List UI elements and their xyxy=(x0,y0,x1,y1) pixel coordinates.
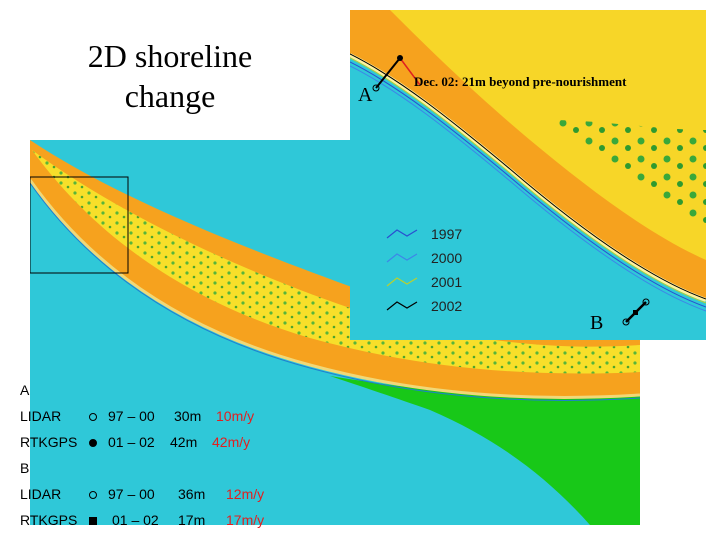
filled-square-icon xyxy=(89,517,97,525)
detail-map xyxy=(350,10,706,340)
open-circle-icon xyxy=(89,413,97,421)
shoreline-2002-detail xyxy=(350,53,706,300)
method: RTKGPS xyxy=(20,434,78,450)
detail-beach xyxy=(350,53,706,302)
open-circle-icon xyxy=(89,491,97,499)
rate: 17m/y xyxy=(226,512,265,528)
marker-b-lidar xyxy=(622,318,630,326)
profile-name: A xyxy=(20,382,30,398)
legend-line-icon xyxy=(386,301,418,311)
method: LIDAR xyxy=(20,486,62,502)
filled-circle-icon xyxy=(89,439,97,447)
transect-a xyxy=(375,57,401,89)
detail-dunes xyxy=(390,10,706,260)
profile-name: B xyxy=(20,460,30,476)
marker-a-rtk xyxy=(397,55,403,61)
distance: 30m xyxy=(174,408,202,424)
legend-line-icon xyxy=(386,277,418,287)
distance: 42m xyxy=(170,434,198,450)
legend-line-icon xyxy=(386,229,418,239)
legend-label: 2001 xyxy=(431,274,463,290)
marker-b-lidar2 xyxy=(642,298,650,306)
legend-label: 1997 xyxy=(431,226,463,242)
period: 97 – 00 xyxy=(108,408,155,424)
detail-vegetation xyxy=(550,120,706,225)
method: LIDAR xyxy=(20,408,62,424)
annotation-note: Dec. 02: 21m beyond pre-nourishment xyxy=(414,74,627,89)
distance: 17m xyxy=(178,512,206,528)
period: 01 – 02 xyxy=(108,434,155,450)
rate: 12m/y xyxy=(226,486,265,502)
distance: 36m xyxy=(178,486,206,502)
shoreline-2001 xyxy=(350,57,706,304)
legend-label: 2000 xyxy=(431,250,463,266)
legend-label: 2002 xyxy=(431,298,463,314)
inset-box xyxy=(30,176,129,274)
marker-b-rtk xyxy=(633,310,638,315)
label-a: A xyxy=(358,84,373,106)
legend-line-icon xyxy=(386,253,418,263)
label-b: B xyxy=(590,312,604,334)
vegetation-zone xyxy=(32,150,640,374)
shoreline-2002 xyxy=(30,182,640,401)
transect-a-red xyxy=(399,57,421,86)
shoreline-1997 xyxy=(350,61,706,308)
rate: 42m/y xyxy=(212,434,251,450)
shoreline-beach xyxy=(30,179,640,399)
page-title: 2D shoreline change xyxy=(87,38,253,114)
method: RTKGPS xyxy=(20,512,78,528)
rate: 10m/y xyxy=(216,408,255,424)
period: 97 – 00 xyxy=(108,486,155,502)
marker-a-lidar xyxy=(372,84,380,92)
green-band xyxy=(330,376,640,525)
shoreline-2000 xyxy=(350,65,706,312)
period: 01 – 02 xyxy=(112,512,159,528)
